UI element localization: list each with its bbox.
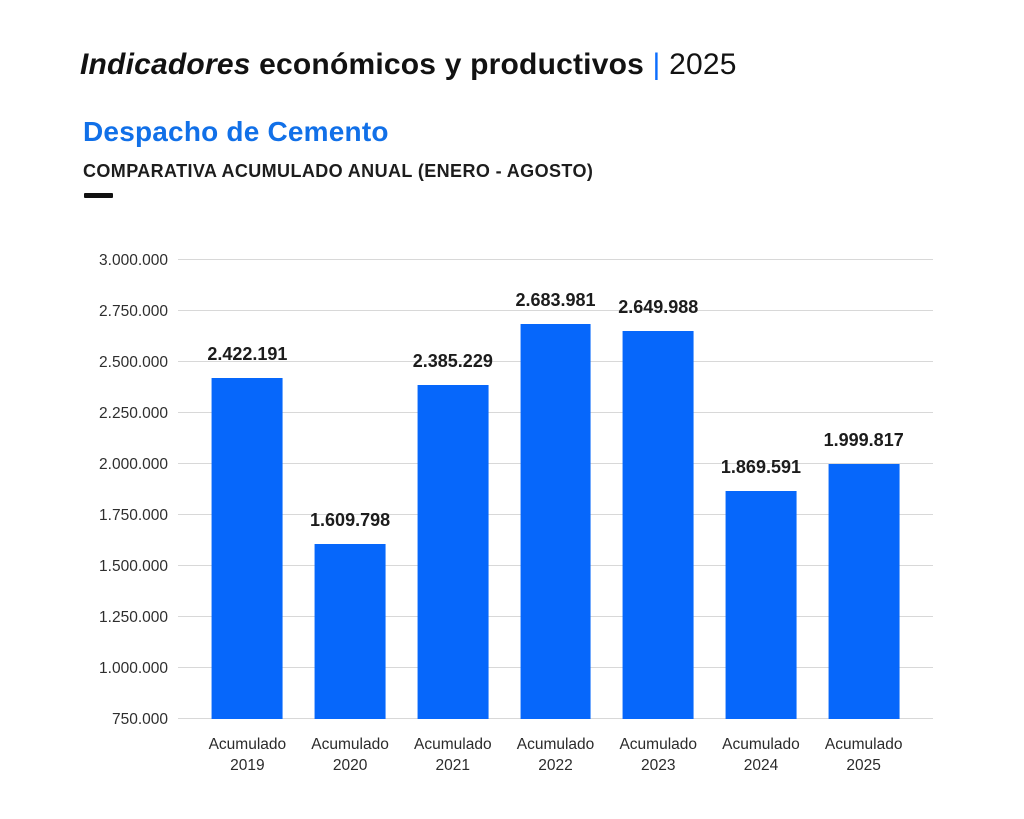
bar-2024 [725,490,797,719]
x-tick-label: Acumulado 2024 [710,734,813,776]
bar-2023 [622,331,694,719]
category-cell-2020: 1.609.798 [299,260,402,719]
plot-area: 2.422.191 1.609.798 2.385.229 2.683.981 2.64… [178,259,933,719]
bar-value-label: 2.649.988 [618,297,699,318]
bar-2025 [828,464,900,719]
x-tick-line2: 2021 [435,757,471,774]
bar-2020 [314,543,386,719]
x-tick-line1: Acumulado [824,736,903,753]
x-axis: Acumulado 2019 Acumulado 2020 Acumulado 2021 A… [196,734,915,776]
x-tick-line1: Acumulado [516,736,595,753]
category-cell-2025: 1.999.817 [812,260,915,719]
x-tick-label: Acumulado 2022 [504,734,607,776]
page-title-year: 2025 [660,48,737,81]
subtitle-dash [84,193,113,198]
x-tick-label: Acumulado 2023 [607,734,710,776]
x-tick-line1: Acumulado [414,736,492,753]
category-cell-2022: 2.683.981 [504,260,607,719]
x-tick-line2: 2020 [332,757,368,774]
grid-line [178,310,933,311]
bar-value-label: 2.422.191 [207,343,288,364]
page-title-italic-part: Indicadores [80,48,251,81]
y-tick-label: 1.500.000 [99,557,168,575]
bar-2021 [417,385,489,719]
x-tick-line1: Acumulado [311,736,389,753]
x-tick-line1: Acumulado [722,736,800,753]
bar-value-label: 1.609.798 [310,509,391,530]
page-title-bold-part: económicos y productivos [250,48,653,81]
bar-2019 [211,377,283,719]
x-tick-line2: 2025 [846,757,881,774]
x-tick-line2: 2023 [640,757,676,774]
y-tick-label: 750.000 [111,710,168,728]
page-title-separator: | [652,48,661,81]
x-tick-line1: Acumulado [208,736,287,753]
x-tick-label: Acumulado 2020 [299,734,402,776]
y-tick-label: 3.000.000 [99,251,168,269]
x-tick-line2: 2019 [230,757,265,774]
bar-value-label: 2.385.229 [412,351,493,372]
y-axis: 750.000 1.000.000 1.250.000 1.500.000 1.750.… [62,252,168,726]
bars-container: 2.422.191 1.609.798 2.385.229 2.683.981 2.64… [196,260,915,719]
category-cell-2021: 2.385.229 [401,260,504,719]
chart-subtitle: COMPARATIVA ACUMULADO ANUAL (ENERO - AGO… [83,161,594,181]
y-tick-label: 1.000.000 [99,659,168,677]
bar-value-label: 2.683.981 [515,290,596,311]
page-title: Indicadores económicos y productivos | 2… [80,48,737,82]
category-cell-2023: 2.649.988 [607,260,710,719]
x-tick-line2: 2022 [538,757,573,774]
x-tick-label: Acumulado 2019 [196,734,299,776]
grid-line [178,259,933,260]
y-tick-label: 2.000.000 [99,455,168,473]
y-tick-label: 1.250.000 [99,608,168,626]
y-tick-label: 2.500.000 [99,353,168,371]
bar-value-label: 1.869.591 [720,456,801,477]
bar-2022 [520,324,591,719]
chart-title: Despacho de Cemento [83,116,389,147]
y-tick-label: 2.750.000 [99,302,168,320]
x-tick-label: Acumulado 2025 [812,734,915,776]
category-cell-2019: 2.422.191 [196,260,299,719]
category-cell-2024: 1.869.591 [710,260,813,719]
x-tick-line2: 2024 [743,757,779,774]
y-tick-label: 2.250.000 [99,404,168,422]
x-tick-label: Acumulado 2021 [401,734,504,776]
y-tick-label: 1.750.000 [99,506,168,524]
bar-value-label: 1.999.817 [823,430,904,451]
x-tick-line1: Acumulado [619,736,697,753]
